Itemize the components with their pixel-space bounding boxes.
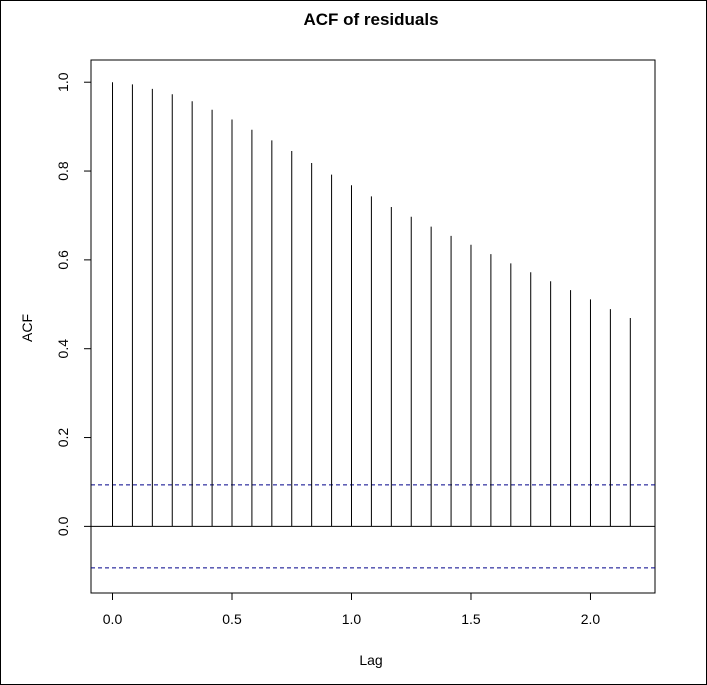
x-tick-label: 0.5 (222, 611, 242, 627)
y-tick-label: 0.4 (55, 339, 71, 359)
y-axis-label: ACF (19, 314, 35, 342)
y-tick-label: 1.0 (55, 72, 71, 92)
y-tick-label: 0.0 (55, 516, 71, 536)
chart-title: ACF of residuals (303, 10, 438, 29)
x-tick-label: 1.0 (342, 611, 362, 627)
x-tick-label: 0.0 (103, 611, 123, 627)
y-tick-label: 0.2 (55, 428, 71, 448)
plot-layer: 0.0 0.5 1.0 1.5 2.0 0.0 0.2 0.4 0.6 0.8 1.0 (55, 72, 655, 627)
x-tick-label: 1.5 (461, 611, 481, 627)
x-tick-label: 2.0 (581, 611, 601, 627)
x-axis-label: Lag (359, 652, 382, 668)
y-tick-label: 0.8 (55, 161, 71, 181)
y-tick-label: 0.6 (55, 250, 71, 270)
